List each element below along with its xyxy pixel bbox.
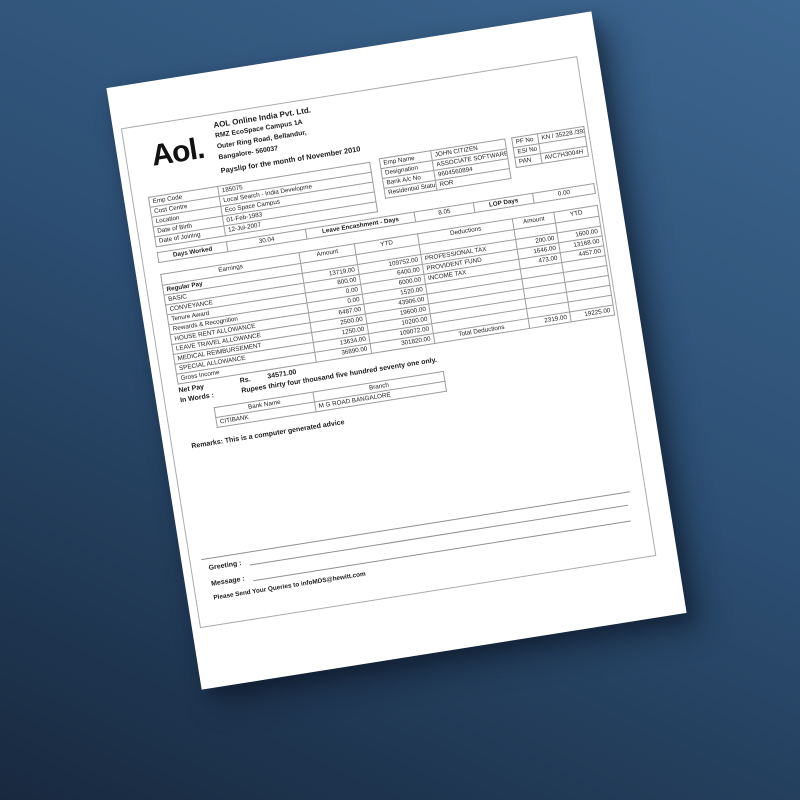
payslip-paper: Aol. AOL Online India Pvt. Ltd. RMZ EcoS… (106, 11, 687, 690)
footer: Ps PSD High Quality Template Mr-Verify.n… (0, 670, 800, 800)
